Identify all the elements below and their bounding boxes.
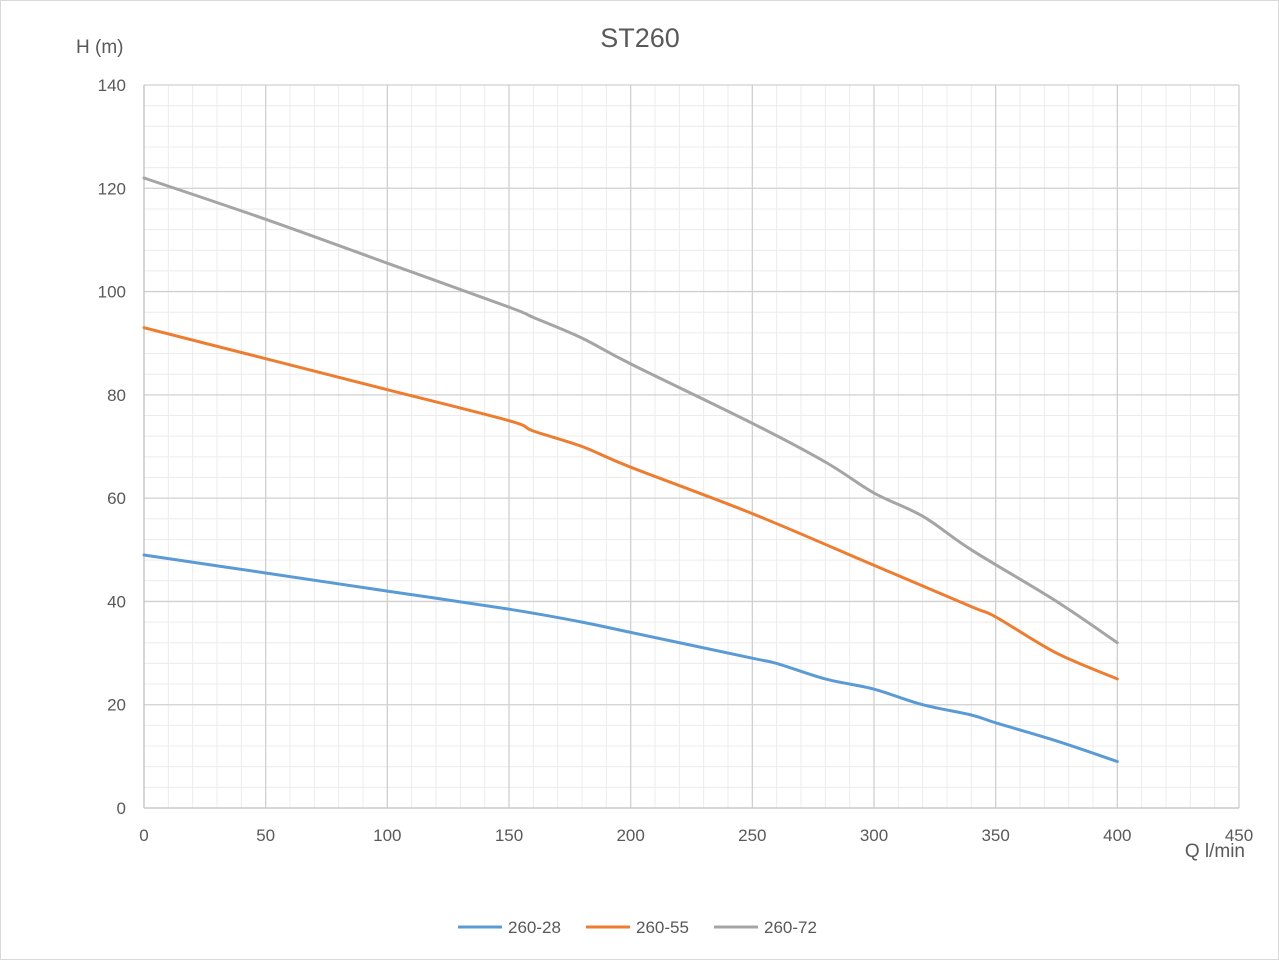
legend-label: 260-72: [764, 918, 817, 937]
legend-item-260-28: 260-28: [458, 918, 561, 937]
x-axis-title: Q l/min: [1185, 841, 1245, 862]
minor-gridlines: [144, 85, 1239, 808]
y-axis-title: H (m): [76, 37, 123, 58]
x-tick-label: 100: [373, 826, 401, 845]
series-lines: [142, 176, 1119, 763]
y-tick-label: 20: [107, 696, 126, 715]
series-line-260-28: [142, 553, 1119, 763]
legend: 260-28 260-55 260-72: [458, 918, 817, 937]
y-tick-label: 60: [107, 489, 126, 508]
x-tick-label: 200: [616, 826, 644, 845]
legend-label: 260-28: [508, 918, 561, 937]
legend-item-260-72: 260-72: [714, 918, 817, 937]
legend-item-260-55: 260-55: [586, 918, 689, 937]
x-tick-label: 150: [495, 826, 523, 845]
x-tick-label: 450: [1225, 826, 1253, 845]
y-tick-label: 120: [98, 179, 126, 198]
y-tick-label: 40: [107, 592, 126, 611]
series-line-260-55: [142, 326, 1119, 681]
x-tick-label: 350: [981, 826, 1009, 845]
legend-label: 260-55: [636, 918, 689, 937]
y-axis-ticks: 0 20 40 60 80 100 120 140: [98, 76, 126, 818]
y-tick-label: 0: [117, 799, 126, 818]
x-tick-label: 50: [256, 826, 275, 845]
y-tick-label: 100: [98, 283, 126, 302]
x-tick-label: 0: [139, 826, 148, 845]
y-tick-label: 140: [98, 76, 126, 95]
y-tick-label: 80: [107, 386, 126, 405]
x-tick-label: 250: [738, 826, 766, 845]
major-gridlines: [144, 84, 1240, 808]
x-tick-label: 400: [1103, 826, 1131, 845]
series-line-260-72: [142, 176, 1119, 645]
x-tick-label: 300: [860, 826, 888, 845]
axes: [143, 85, 1239, 809]
chart-title: ST260: [600, 23, 680, 53]
x-axis-ticks: 0 50 100 150 200 250 300 350 400 450: [139, 826, 1253, 845]
